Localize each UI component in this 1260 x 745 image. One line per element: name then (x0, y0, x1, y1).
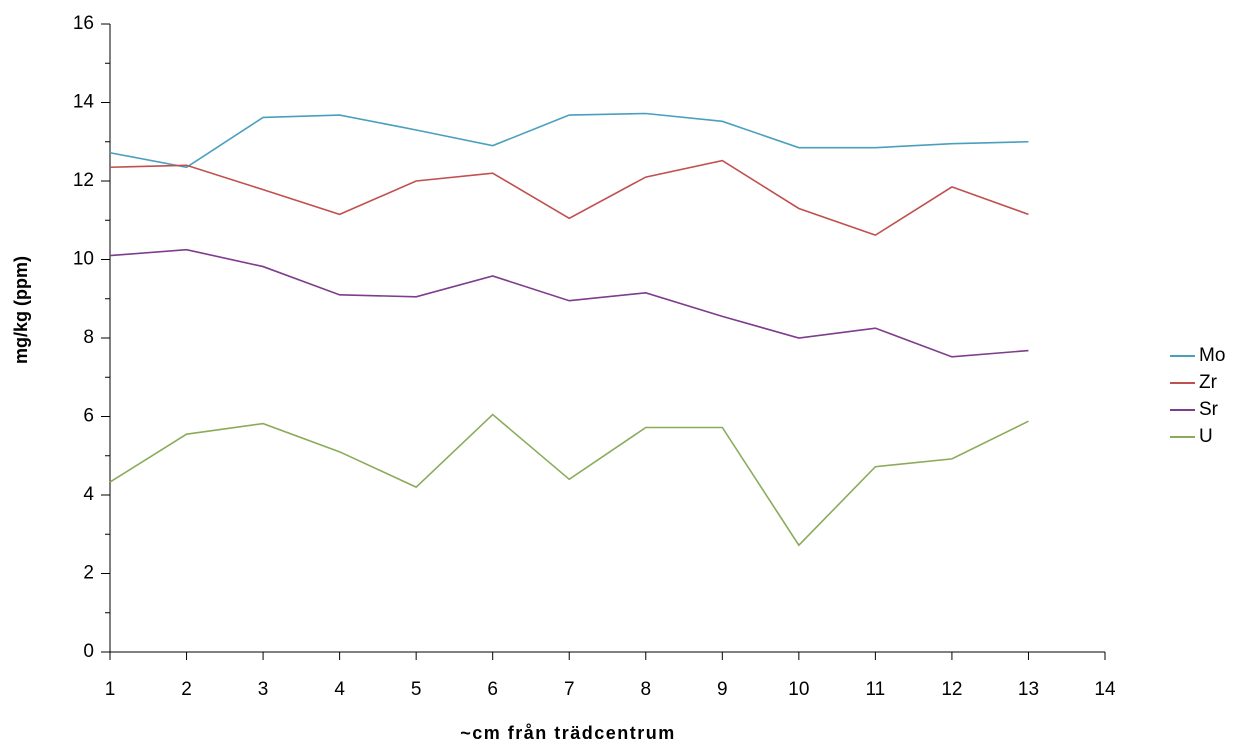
x-tick-label: 4 (334, 679, 345, 700)
x-tick-label: 13 (1018, 679, 1039, 700)
y-tick-label: 16 (73, 13, 94, 34)
legend-label: Zr (1199, 372, 1218, 393)
x-tick-label: 10 (788, 679, 809, 700)
y-tick-label: 14 (73, 92, 95, 113)
x-tick-label: 5 (411, 679, 422, 700)
x-tick-label: 3 (258, 679, 269, 700)
y-tick-label: 6 (83, 406, 94, 427)
y-axis-label: mg/kg (ppm) (11, 256, 31, 364)
y-tick-label: 12 (73, 170, 94, 191)
x-tick-label: 11 (866, 679, 886, 700)
series-line (109, 413, 1029, 547)
x-tick-label: 9 (717, 679, 728, 700)
legend-label: Mo (1199, 345, 1225, 366)
y-tick-label: 0 (83, 641, 94, 662)
x-tick-label: 1 (105, 679, 116, 700)
x-tick-label: 6 (487, 679, 498, 700)
x-tick-label: 12 (941, 679, 962, 700)
series-line (109, 248, 1029, 358)
x-tick-label: 8 (640, 679, 651, 700)
y-tick-label: 10 (73, 249, 94, 270)
y-tick-label: 2 (83, 563, 94, 584)
y-tick-label: 8 (83, 327, 94, 348)
x-tick-label: 2 (181, 679, 192, 700)
x-axis-label: ~cm från trädcentrum (460, 723, 676, 743)
legend-label: U (1199, 426, 1213, 447)
series-line (109, 112, 1029, 169)
legend-label: Sr (1199, 399, 1219, 420)
y-tick-label: 4 (83, 484, 94, 505)
x-tick-label: 7 (564, 679, 575, 700)
x-tick-label: 14 (1094, 679, 1116, 700)
series-line (109, 159, 1029, 237)
